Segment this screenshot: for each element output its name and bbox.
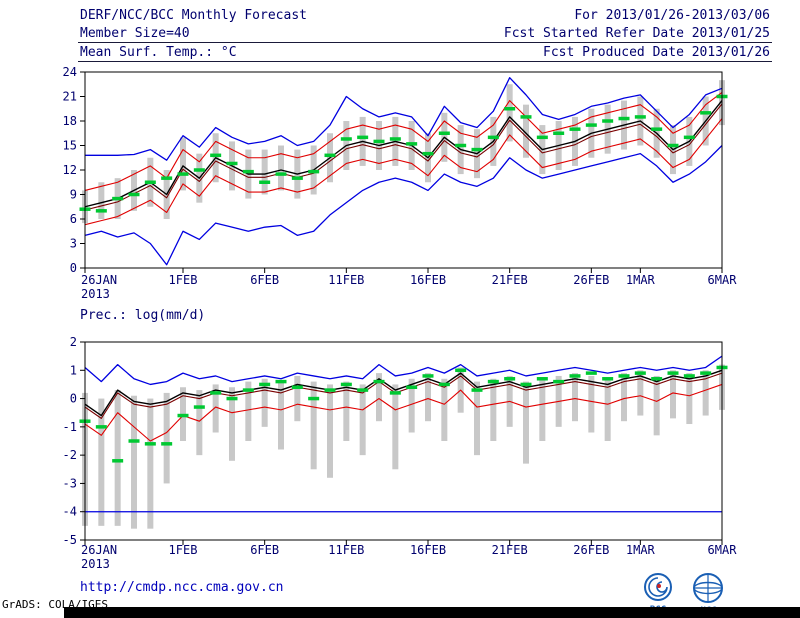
bcc-logo-swirl-icon	[648, 577, 668, 597]
temperature-chart: 0 3 6 9 12 15 18 21 24 26JAN 1FEB 6FEB 11FEB 16FEB 21F…	[63, 65, 738, 301]
svg-text:-5: -5	[63, 533, 77, 547]
svg-text:-4: -4	[63, 505, 77, 519]
svg-text:6FEB: 6FEB	[250, 543, 279, 557]
svg-text:1FEB: 1FEB	[169, 273, 198, 287]
bcc-logo-dot-icon	[657, 584, 661, 588]
header-divider-2	[78, 61, 772, 62]
header-row-3: Mean Surf. Temp.: °C Fcst Produced Date …	[80, 45, 770, 60]
svg-text:6MAR: 6MAR	[708, 543, 738, 557]
header-divider-1	[78, 42, 772, 43]
svg-text:0: 0	[70, 261, 77, 275]
svg-text:26JAN: 26JAN	[81, 273, 117, 287]
svg-text:11FEB: 11FEB	[328, 543, 364, 557]
svg-text:6MAR: 6MAR	[708, 273, 738, 287]
member-size-label: Member Size=40	[80, 26, 190, 41]
svg-text:9: 9	[70, 188, 77, 202]
svg-text:3: 3	[70, 237, 77, 251]
svg-text:16FEB: 16FEB	[410, 543, 446, 557]
svg-text:6: 6	[70, 212, 77, 226]
ncc-logo-meridian-icon	[694, 574, 722, 602]
temperature-variable-label: Mean Surf. Temp.: °C	[80, 45, 237, 60]
svg-text:12: 12	[63, 163, 77, 177]
svg-text:2: 2	[70, 335, 77, 349]
svg-text:18: 18	[63, 114, 77, 128]
svg-text:2013: 2013	[81, 287, 110, 301]
svg-text:26JAN: 26JAN	[81, 543, 117, 557]
refer-date-label: Fcst Started Refer Date 2013/01/25	[503, 26, 770, 41]
precipitation-variable-label: Prec.: log(mm/d)	[80, 308, 206, 323]
header-row-1: DERF/NCC/BCC Monthly Forecast For 2013/0…	[80, 8, 770, 23]
svg-text:0: 0	[70, 392, 77, 406]
svg-text:26FEB: 26FEB	[573, 543, 609, 557]
produced-date-label: Fcst Produced Date 2013/01/26	[543, 45, 770, 60]
svg-text:21FEB: 21FEB	[492, 543, 528, 557]
forecast-range: For 2013/01/26-2013/03/06	[574, 8, 770, 23]
svg-text:2013: 2013	[81, 557, 110, 571]
svg-text:21FEB: 21FEB	[492, 273, 528, 287]
svg-text:24: 24	[63, 65, 77, 79]
website-link[interactable]: http://cmdp.ncc.cma.gov.cn	[80, 580, 284, 595]
bottom-bar	[64, 607, 800, 618]
header-row-2: Member Size=40 Fcst Started Refer Date 2…	[80, 26, 770, 41]
svg-text:-1: -1	[63, 420, 77, 434]
svg-text:16FEB: 16FEB	[410, 273, 446, 287]
svg-text:1MAR: 1MAR	[626, 273, 656, 287]
svg-text:21: 21	[63, 90, 77, 104]
svg-text:1FEB: 1FEB	[169, 543, 198, 557]
svg-text:15: 15	[63, 139, 77, 153]
svg-text:11FEB: 11FEB	[328, 273, 364, 287]
svg-text:1: 1	[70, 363, 77, 377]
svg-text:-3: -3	[63, 476, 77, 490]
page-title: DERF/NCC/BCC Monthly Forecast	[80, 8, 307, 23]
svg-text:1MAR: 1MAR	[626, 543, 656, 557]
bcc-logo-circle-icon	[644, 573, 672, 601]
svg-text:26FEB: 26FEB	[573, 273, 609, 287]
svg-text:6FEB: 6FEB	[250, 273, 279, 287]
precipitation-chart: -5 -4 -3 -2 -1 0 1 2 26JAN 1FEB 6FEB 11FEB 16FEB 21FE…	[63, 335, 738, 571]
svg-text:-2: -2	[63, 448, 77, 462]
